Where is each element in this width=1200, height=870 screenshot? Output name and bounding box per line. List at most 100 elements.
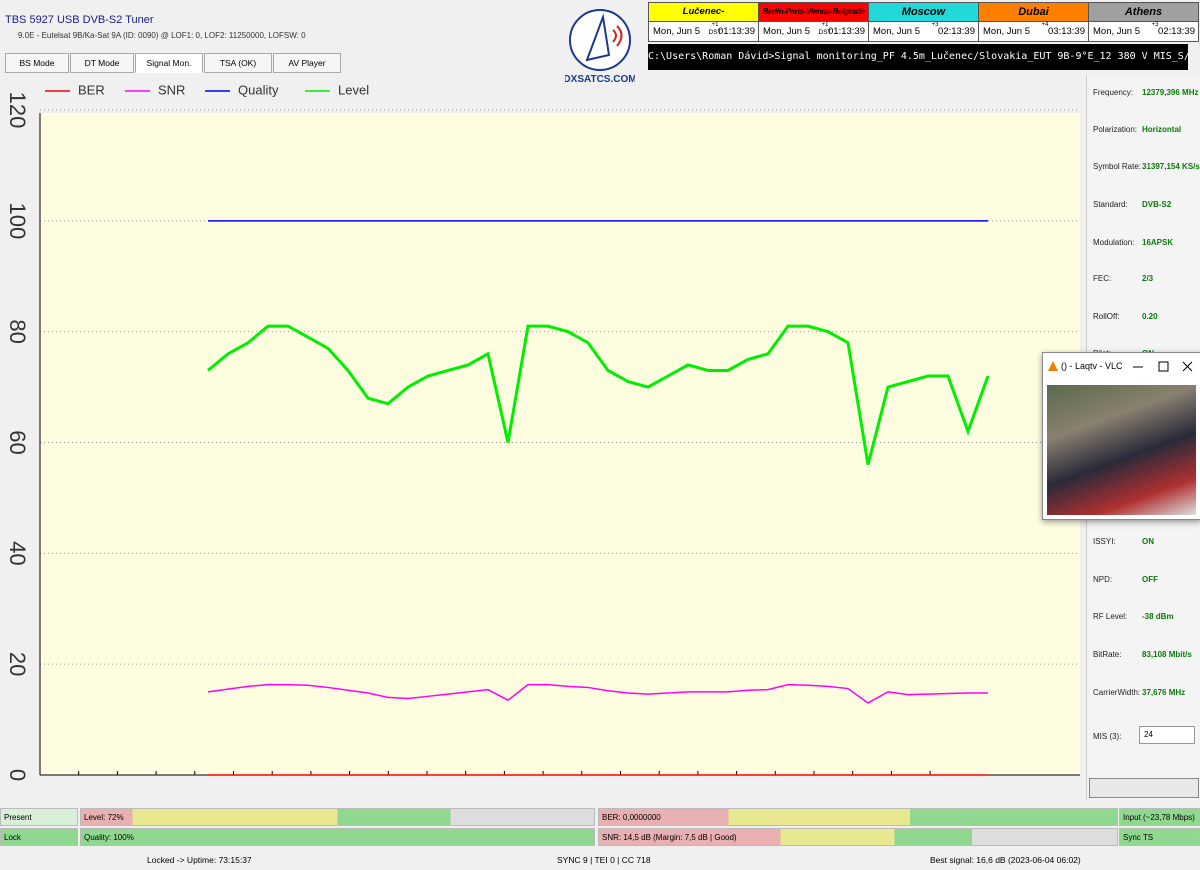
world-clock: Berlin-Paris-Vienna-Belgrade Mon, Jun 5 +1… (758, 2, 869, 42)
field-value: -38 dBm (1142, 612, 1174, 621)
status-lock: Lock (0, 828, 78, 846)
snr-meter: SNR: 14,5 dB (Margin: 7,5 dB | Good) (598, 828, 1118, 846)
field-value: OFF (1142, 575, 1158, 584)
mis-label: MIS (3): (1093, 732, 1122, 741)
ber-meter: BER: 0,0000000 (598, 808, 1118, 826)
clock-time: 01:13:39 (718, 26, 755, 37)
clock-offset: +1 DST (817, 22, 833, 36)
field-label: FEC: (1093, 274, 1112, 283)
field-value: ON (1142, 537, 1154, 546)
field-label: RollOff: (1093, 312, 1120, 321)
clock-offset-value: +1 (821, 22, 829, 28)
y-tick-label: 100 (5, 202, 30, 239)
app-subtitle: 9.0E - Eutelsat 9B/Ka-Sat 9A (ID: 0090) … (18, 31, 306, 40)
y-tick-label: 40 (5, 541, 30, 565)
field-label: Modulation: (1093, 238, 1135, 247)
field-value: 31397,154 KS/s (1142, 162, 1200, 171)
button[interactable] (1089, 778, 1199, 798)
clock-date: Mon, Jun 5 (763, 26, 810, 37)
clock-offset-value: +3 (931, 22, 939, 28)
field-value: 12379,396 MHz (1142, 88, 1199, 97)
plot-background (40, 113, 1080, 775)
field-value: 0.20 (1142, 312, 1158, 321)
clock-offset-value: +1 (711, 22, 719, 28)
field-label: BitRate: (1093, 650, 1122, 659)
logo: DXSATCS.COM (565, 9, 635, 85)
status-present: Present (0, 808, 78, 826)
clock-time: 02:13:39 (1158, 26, 1195, 37)
field-value: 2/3 (1142, 274, 1154, 283)
legend-label: Level (338, 82, 369, 97)
clock-date: Mon, Jun 5 (873, 26, 920, 37)
field-label: Polarization: (1093, 125, 1138, 134)
field-label: CarrierWidth: (1093, 688, 1141, 697)
field-value: 16APSK (1142, 238, 1174, 247)
field-value: 83,108 Mbit/s (1142, 650, 1192, 659)
clock-row: Mon, Jun 5 +1 DST 01:13:39 (759, 22, 868, 41)
legend-label: SNR (158, 82, 185, 97)
clock-date: Mon, Jun 5 (983, 26, 1030, 37)
logo-text: DXSATCS.COM (565, 74, 635, 85)
world-clock: Lučenec-Slovakia_R.DávidMon, Jun 5 +1DST0… (648, 2, 759, 42)
app-title: TBS 5927 USB DVB-S2 Tuner (5, 14, 154, 26)
status-input: Input (~23,78 Mbps) (1119, 808, 1200, 826)
video-frame (1047, 385, 1196, 515)
clock-name: Moscow (869, 3, 978, 22)
window-controls[interactable] (1131, 361, 1197, 373)
y-tick-label: 60 (5, 430, 30, 454)
series-line (207, 683, 988, 704)
clock-offset-value: +4 (1041, 22, 1049, 28)
clock-offset-value: +3 (1151, 22, 1159, 28)
field-label: Frequency: (1093, 88, 1134, 97)
world-clock: Moscow Mon, Jun 5 +3 02:13:39 (868, 2, 979, 42)
vlc-window[interactable]: () - Laqtv - VLC (1042, 352, 1200, 520)
clock-dst: DST (708, 29, 722, 36)
uptime: Locked -> Uptime: 73:15:37 (147, 855, 252, 865)
clock-name: Lučenec-Slovakia_R.Dávid (649, 3, 758, 35)
legend-label: Quality (238, 82, 279, 97)
world-clock: Athens Mon, Jun 5 +3 02:13:39 (1088, 2, 1199, 42)
quality-meter: Quality: 100% (80, 828, 595, 846)
status-sync: Sync TS (1119, 828, 1200, 846)
field-label: RF Level: (1093, 612, 1128, 621)
tab[interactable]: DT Mode (70, 53, 134, 73)
tab[interactable]: BS Mode (5, 53, 69, 73)
clock-row: Mon, Jun 5 +3 02:13:39 (1089, 22, 1198, 41)
field-value: Horizontal (1142, 125, 1182, 134)
vlc-icon (1048, 361, 1058, 371)
clock-date: Mon, Jun 5 (1093, 26, 1140, 37)
field-label: Standard: (1093, 200, 1128, 209)
clock-name: Berlin-Paris-Vienna-Belgrade (759, 3, 868, 22)
y-tick-label: 80 (5, 319, 30, 343)
y-tick-label: 120 (5, 92, 30, 129)
chart: 0 20 40 60 80 100 120 BER SNR Quality Level (5, 82, 1080, 781)
tab[interactable]: AV Player (273, 53, 341, 73)
clock-time: 01:13:39 (828, 26, 865, 37)
clock-dst: DST (818, 29, 832, 36)
clock-row: Mon, Jun 5 +3 02:13:39 (869, 22, 978, 41)
clock-row: Mon, Jun 5 +4 03:13:39 (979, 22, 1088, 41)
clock-name: Dubai (979, 3, 1088, 22)
clock-time: 03:13:39 (1048, 26, 1085, 37)
field-value: 37,676 MHz (1142, 688, 1186, 697)
command-line: C:\Users\Roman Dávid>Signal monitoring_P… (648, 44, 1188, 70)
mis-select[interactable]: 24 (1139, 726, 1195, 744)
series-line (207, 324, 990, 466)
best-signal: Best signal: 16,6 dB (2023-06-04 06:02) (930, 855, 1081, 865)
world-clock: Dubai Mon, Jun 5 +4 03:13:39 (978, 2, 1089, 42)
vlc-title: () - Laqtv - VLC (1061, 361, 1123, 371)
field-label: NPD: (1093, 575, 1113, 584)
clock-offset: +1 DST (707, 22, 723, 36)
clock-row: Mon, Jun 5 +1 DST 01:13:39 (649, 22, 758, 41)
tab[interactable]: TSA (OK) (204, 53, 272, 73)
field-value: DVB-S2 (1142, 200, 1172, 209)
y-tick-label: 0 (5, 769, 30, 781)
level-meter: Level: 72% (80, 808, 595, 826)
field-label: ISSYI: (1093, 537, 1116, 546)
clock-time: 02:13:39 (938, 26, 975, 37)
legend-label: BER (78, 82, 105, 97)
y-tick-label: 20 (5, 652, 30, 676)
tab[interactable]: Signal Mon. (135, 53, 203, 73)
sync-info: SYNC 9 | TEI 0 | CC 718 (557, 855, 651, 865)
